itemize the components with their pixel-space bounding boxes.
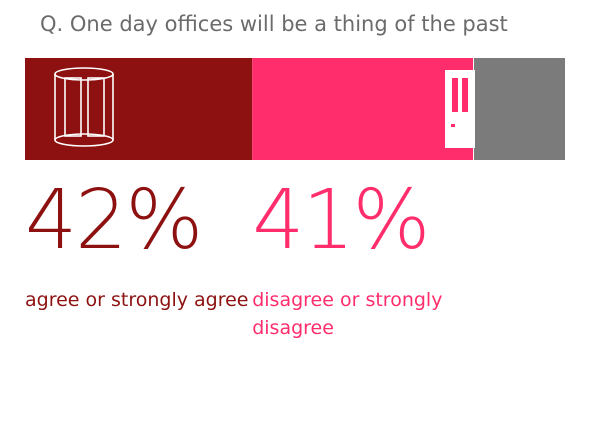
door-icon bbox=[445, 70, 475, 148]
category-label: agree or strongly agree bbox=[25, 289, 249, 311]
bar-segment bbox=[474, 58, 565, 160]
chart-title: Q. One day offices will be a thing of th… bbox=[40, 12, 508, 36]
value-label: 42% bbox=[25, 173, 203, 268]
category-label: disagree or strongly disagree bbox=[252, 289, 443, 339]
bars bbox=[25, 58, 565, 160]
value-label: 41% bbox=[252, 173, 430, 268]
revolving-door-icon bbox=[54, 67, 114, 147]
bar-segment bbox=[25, 58, 253, 160]
bar-segment bbox=[252, 58, 474, 160]
